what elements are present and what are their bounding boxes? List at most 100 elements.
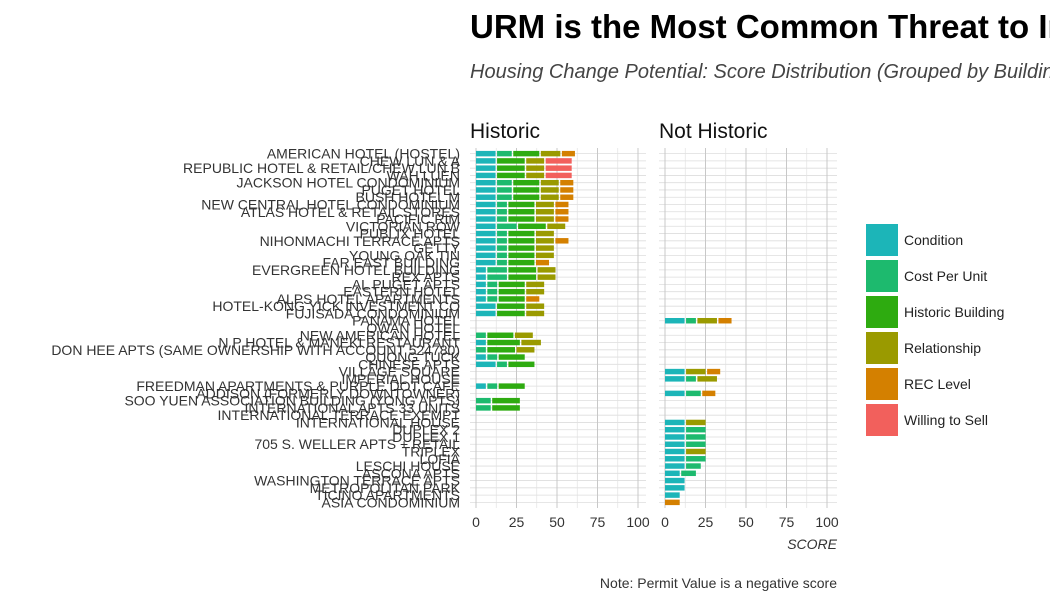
chart-subtitle: Housing Change Potential: Score Distribu… xyxy=(470,61,1050,83)
y-label-lofia: LOFIA xyxy=(420,451,461,467)
bar-segment-historic-building xyxy=(508,252,535,259)
x-tick-label-historic: 0 xyxy=(472,514,480,530)
bar-segment-rec-level xyxy=(560,194,574,200)
bar-segment-cost-per-unit xyxy=(497,150,512,157)
bar-segment-rec-level xyxy=(560,187,574,193)
bar-segment-historic-building xyxy=(513,150,540,157)
bar-segment-relationship xyxy=(697,376,717,382)
bar-segment-condition xyxy=(665,419,685,426)
bar-segment-historic-building xyxy=(508,230,535,237)
legend-label-historic-building: Historic Building xyxy=(904,304,1004,320)
bar-segment-relationship xyxy=(535,245,554,251)
bar-segment-relationship xyxy=(686,448,706,455)
bar-segment-relationship xyxy=(516,347,535,353)
y-label-puget-hotel: PUGET HOTEL xyxy=(361,182,460,198)
bar-segment-historic-building xyxy=(498,383,525,389)
bar-segment-relationship xyxy=(540,194,559,200)
x-tick-label-historic: 25 xyxy=(509,514,525,530)
bar-segment-cost-per-unit xyxy=(487,296,498,302)
y-label-young-oak-tin: YOUNG OAK TIN xyxy=(349,247,460,263)
y-label-metropolitan-park: METROPOLITAN PARK xyxy=(310,480,461,496)
y-label-don-hee-apts-same-ownership-with-account-524780: DON HEE APTS (SAME OWNERSHIP WITH ACCOUN… xyxy=(51,342,460,358)
y-label-duplex-1: DUPLEX 1 xyxy=(392,429,460,445)
bar-segment-relationship xyxy=(514,332,533,338)
bar-segment-condition xyxy=(476,187,496,193)
bar-segment-cost-per-unit xyxy=(476,347,486,353)
bar-segment-historic-building xyxy=(497,310,525,317)
y-label-bush-hotel-m: BUSH HOTEL M xyxy=(356,189,461,205)
bar-segment-condition xyxy=(476,223,496,230)
bar-segment-relationship xyxy=(537,267,556,273)
bar-segment-condition xyxy=(665,376,685,382)
bar-segment-cost-per-unit xyxy=(487,267,507,273)
bar-segment-rec-level xyxy=(560,179,574,186)
bar-segment-relationship xyxy=(535,201,554,208)
bar-segment-historic-building xyxy=(508,361,535,368)
y-label-ticino-apartments: TICINO APARTMENTS xyxy=(315,487,460,503)
bar-segment-historic-building xyxy=(508,201,535,208)
bar-segment-relationship xyxy=(535,209,554,215)
x-tick-label-not-historic: 0 xyxy=(661,514,669,530)
bar-segment-cost-per-unit xyxy=(497,179,512,186)
y-label-chinese-apts: CHINESE APTS xyxy=(358,356,460,372)
y-label-new-central-hotel-condominium: NEW CENTRAL HOTEL CONDOMINIUM xyxy=(201,196,460,212)
facet-label-not-historic: Not Historic xyxy=(659,120,768,143)
legend-swatch-willing-to-sell xyxy=(866,404,898,436)
bar-segment-cost-per-unit xyxy=(497,238,507,244)
y-label-hotel-kong-yick-investment-co: HOTEL-KONG YICK INVESTMENT CO xyxy=(212,298,460,314)
bar-segment-condition xyxy=(665,470,680,477)
bar-segment-condition xyxy=(476,361,496,368)
bar-segment-historic-building xyxy=(508,274,537,280)
y-label-american-hotel-hostel: AMERICAN HOTEL (HOSTEL) xyxy=(267,146,460,162)
bar-segment-cost-per-unit xyxy=(681,470,696,477)
bar-segment-condition xyxy=(476,238,496,244)
bar-segment-relationship xyxy=(526,310,545,317)
bar-segment-rec-level xyxy=(718,318,732,324)
bar-segment-relationship xyxy=(526,288,545,295)
bar-segment-historic-building xyxy=(497,172,525,179)
bar-segment-cost-per-unit xyxy=(497,187,512,193)
y-label-panama-hotel: PANAMA HOTEL xyxy=(352,313,460,329)
bar-segment-condition xyxy=(476,158,496,164)
bar-segment-condition xyxy=(665,390,685,397)
y-label-addison-formerly-downtowner: ADDISON (FORMERLY DOWNTOWNER) xyxy=(196,385,460,401)
bar-segment-cost-per-unit xyxy=(476,397,491,404)
bar-segment-condition xyxy=(476,303,496,309)
bar-segment-relationship xyxy=(537,274,556,280)
bar-segment-condition xyxy=(476,310,496,317)
bar-segment-condition xyxy=(665,456,685,462)
bar-segment-historic-building xyxy=(513,187,540,193)
bar-segment-willing-to-sell xyxy=(545,172,572,179)
bar-segment-condition xyxy=(476,172,496,179)
x-tick-label-not-historic: 50 xyxy=(738,514,754,530)
bar-segment-historic-building xyxy=(513,194,540,200)
bar-segment-willing-to-sell xyxy=(545,165,572,171)
y-label-evergreen-hotel-building: EVERGREEN HOTEL BUILDING xyxy=(252,262,460,278)
bar-segment-cost-per-unit xyxy=(497,259,507,266)
y-label-pacific-rim: PACIFIC RIM xyxy=(376,211,460,227)
y-label-soo-yuen-association-building-yong-apts: SOO YUEN ASSOCIATION BUILDING (YONG APTS… xyxy=(124,393,460,409)
y-label-jackson-hotel-condominium: JACKSON HOTEL CONDOMINIUM xyxy=(237,175,461,191)
bar-segment-cost-per-unit xyxy=(497,252,507,259)
y-label-imperial-house: IMPERIAL HOUSE xyxy=(341,371,460,387)
facet-label-historic: Historic xyxy=(470,120,540,143)
x-tick-label-not-historic: 100 xyxy=(815,514,839,530)
x-tick-label-historic: 50 xyxy=(549,514,565,530)
bar-segment-historic-building xyxy=(508,209,535,215)
bar-segment-rec-level xyxy=(702,390,716,397)
bar-segment-condition xyxy=(476,288,486,295)
chart-title: URM is the Most Common Threat to Informa… xyxy=(470,8,1050,45)
bar-segment-rec-level xyxy=(561,150,575,157)
bar-segment-relationship xyxy=(526,158,545,164)
bar-segment-cost-per-unit xyxy=(487,383,498,389)
bar-segment-historic-building xyxy=(498,354,525,360)
bar-segment-cost-per-unit xyxy=(686,441,706,447)
bar-segment-historic-building xyxy=(518,223,546,230)
x-tick-label-historic: 75 xyxy=(590,514,606,530)
legend-swatch-condition xyxy=(866,224,898,256)
bar-segment-historic-building xyxy=(498,288,525,295)
legend-label-willing-to-sell: Willing to Sell xyxy=(904,412,988,428)
bar-segment-condition xyxy=(665,434,685,440)
bar-segment-relationship xyxy=(697,318,717,324)
legend-swatch-relationship xyxy=(866,332,898,364)
